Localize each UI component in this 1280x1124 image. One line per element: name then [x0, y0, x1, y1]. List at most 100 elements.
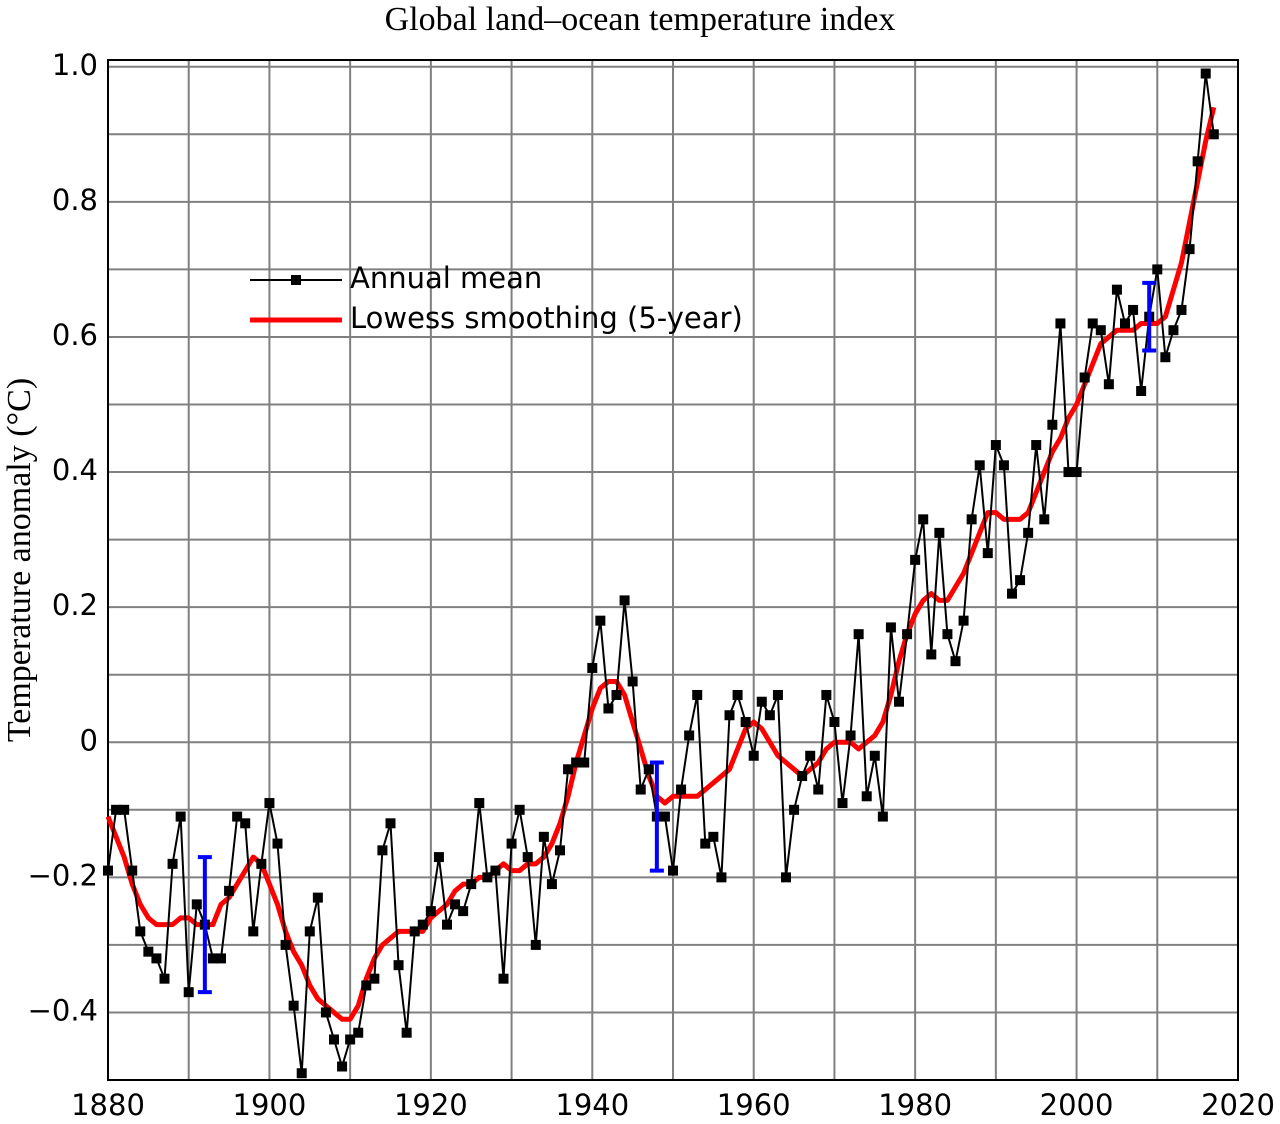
x-tick-label: 1920	[394, 1088, 468, 1122]
marker	[635, 784, 646, 795]
marker	[1152, 264, 1163, 275]
marker	[296, 1068, 307, 1079]
marker	[748, 750, 759, 761]
marker	[345, 1034, 356, 1045]
line	[105, 106, 1217, 1022]
marker	[417, 919, 428, 930]
marker	[1168, 325, 1179, 336]
marker	[643, 764, 654, 775]
marker	[627, 676, 638, 687]
marker	[167, 858, 178, 869]
marker	[506, 838, 517, 849]
y-tick-label: 1.0	[52, 48, 98, 82]
marker	[240, 818, 251, 829]
marker	[1047, 419, 1058, 430]
marker	[877, 811, 888, 822]
marker	[740, 716, 751, 727]
marker	[207, 953, 218, 964]
marker	[950, 656, 961, 667]
marker	[474, 798, 485, 809]
marker	[1120, 318, 1130, 329]
marker	[401, 1027, 412, 1038]
marker	[1176, 304, 1187, 315]
legend-label: Lowess smoothing (5-year)	[350, 301, 743, 335]
marker	[191, 899, 202, 910]
marker	[1160, 352, 1171, 363]
error-bar	[649, 760, 664, 873]
x-tick-label: 1940	[555, 1088, 629, 1122]
marker	[579, 757, 590, 768]
marker	[425, 906, 436, 917]
chart-title: Global land–ocean temperature index	[385, 1, 896, 38]
marker	[555, 845, 565, 856]
marker	[1087, 318, 1098, 329]
marker	[1023, 527, 1034, 538]
marker	[143, 946, 154, 957]
marker	[1184, 244, 1195, 255]
marker	[329, 1034, 339, 1045]
marker	[280, 939, 291, 950]
marker	[312, 892, 323, 903]
marker	[829, 716, 840, 727]
marker	[926, 649, 937, 660]
marker	[103, 865, 113, 876]
marker	[1063, 467, 1074, 478]
marker	[902, 629, 913, 640]
marker	[603, 703, 614, 714]
y-axis-label: Temperature anomaly (°C)	[1, 378, 38, 742]
marker	[563, 764, 574, 775]
marker	[998, 460, 1009, 471]
x-tick-label: 1900	[233, 1088, 307, 1122]
marker	[127, 865, 138, 876]
marker	[111, 804, 122, 815]
marker	[369, 973, 380, 984]
marker	[151, 953, 162, 964]
marker	[781, 872, 791, 883]
marker	[885, 622, 896, 633]
y-tick-label: 0.6	[52, 318, 98, 352]
marker	[789, 804, 800, 815]
marker	[361, 980, 372, 991]
marker	[982, 548, 993, 559]
marker	[1079, 372, 1090, 383]
marker	[990, 440, 1001, 451]
marker	[119, 804, 130, 815]
marker	[797, 771, 808, 782]
marker	[320, 1007, 331, 1018]
marker	[232, 811, 243, 822]
marker	[756, 696, 767, 707]
marker	[659, 811, 670, 822]
y-tick-label: −0.4	[28, 993, 98, 1027]
marker	[409, 926, 420, 937]
marker	[1136, 385, 1147, 396]
marker	[514, 804, 525, 815]
marker	[1039, 514, 1050, 525]
marker	[700, 838, 711, 849]
marker	[288, 1000, 299, 1011]
marker	[353, 1027, 364, 1038]
marker	[216, 953, 226, 964]
marker	[522, 852, 533, 863]
y-tick-label: −0.2	[28, 858, 98, 892]
marker	[304, 926, 315, 937]
marker	[1128, 304, 1139, 315]
marker	[684, 730, 695, 741]
marker	[1200, 68, 1211, 79]
error-bar	[197, 855, 212, 995]
error-bar	[1142, 280, 1157, 353]
marker	[611, 689, 622, 700]
marker	[433, 852, 444, 863]
marker	[692, 689, 703, 700]
marker	[442, 919, 452, 930]
marker	[918, 514, 929, 525]
line	[107, 72, 1215, 1075]
marker	[224, 885, 235, 896]
legend-marker	[291, 275, 301, 285]
marker	[538, 831, 549, 842]
marker	[272, 838, 283, 849]
marker	[466, 879, 477, 890]
marker	[942, 629, 953, 640]
marker	[974, 460, 985, 471]
